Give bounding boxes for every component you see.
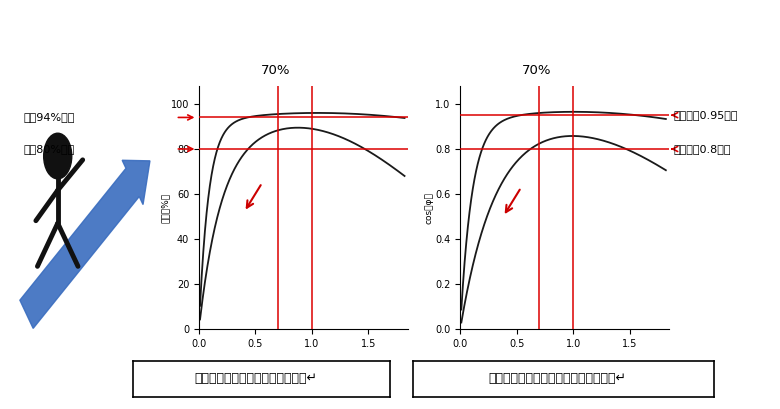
Text: 额定负荷80%~100%: 额定负荷80%~100% (257, 378, 349, 388)
Text: 额定负荷80%~100%: 额定负荷80%~100% (519, 378, 611, 388)
Y-axis label: 效率（%）: 效率（%） (161, 193, 169, 222)
FancyArrow shape (20, 160, 150, 328)
Circle shape (44, 133, 72, 179)
Text: 三相感应电机和永磁电机功率因数对比↵: 三相感应电机和永磁电机功率因数对比↵ (488, 372, 626, 385)
Text: 效率80%以上: 效率80%以上 (23, 144, 75, 154)
Text: 效率94%以上: 效率94%以上 (23, 112, 75, 122)
Text: 70%: 70% (523, 64, 551, 77)
Text: 功率因数0.95以上: 功率因数0.95以上 (673, 110, 738, 120)
Text: 三相感应电机和永磁电机效率对比↵: 三相感应电机和永磁电机效率对比↵ (195, 372, 317, 385)
Text: 70%: 70% (261, 64, 290, 77)
Text: 功率因数0.8以上: 功率因数0.8以上 (673, 144, 731, 154)
Y-axis label: cos（φ）: cos（φ） (425, 192, 434, 223)
